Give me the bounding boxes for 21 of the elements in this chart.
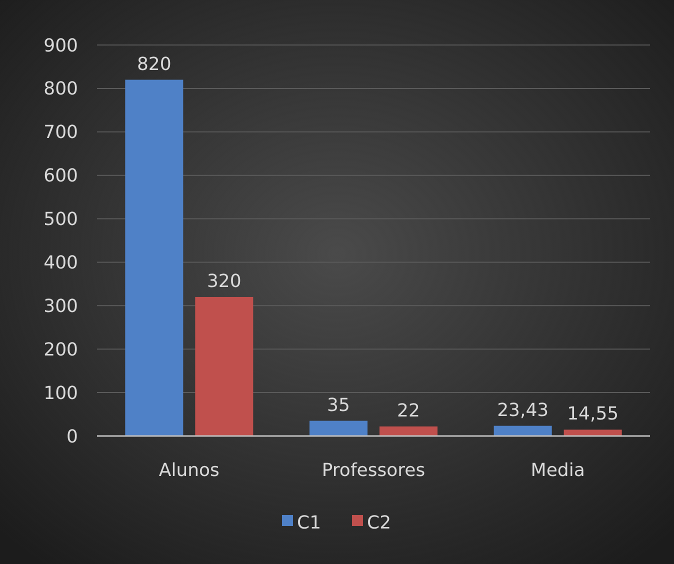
data-label: 14,55 xyxy=(567,404,619,425)
y-tick-label: 700 xyxy=(44,122,78,144)
y-tick-label: 0 xyxy=(66,426,78,448)
y-tick-label: 800 xyxy=(44,78,78,100)
y-tick-label: 300 xyxy=(44,296,78,317)
x-tick-label: Media xyxy=(530,460,585,481)
data-label: 320 xyxy=(206,270,242,292)
data-label: 23,43 xyxy=(497,400,549,421)
y-tick-label: 900 xyxy=(44,35,78,56)
y-tick-label: 100 xyxy=(44,382,78,404)
legend-label: C1 xyxy=(297,512,322,534)
y-tick-label: 500 xyxy=(44,209,78,230)
x-tick-label: Professores xyxy=(322,460,426,481)
y-tick-label: 400 xyxy=(44,252,78,274)
legend-label: C2 xyxy=(367,512,392,534)
data-label: 820 xyxy=(136,54,172,75)
data-label: 35 xyxy=(327,394,350,416)
y-tick-label: 200 xyxy=(44,339,78,360)
x-tick-label: Alunos xyxy=(158,460,220,481)
data-label: 22 xyxy=(397,400,420,422)
y-tick-label: 600 xyxy=(44,166,78,187)
